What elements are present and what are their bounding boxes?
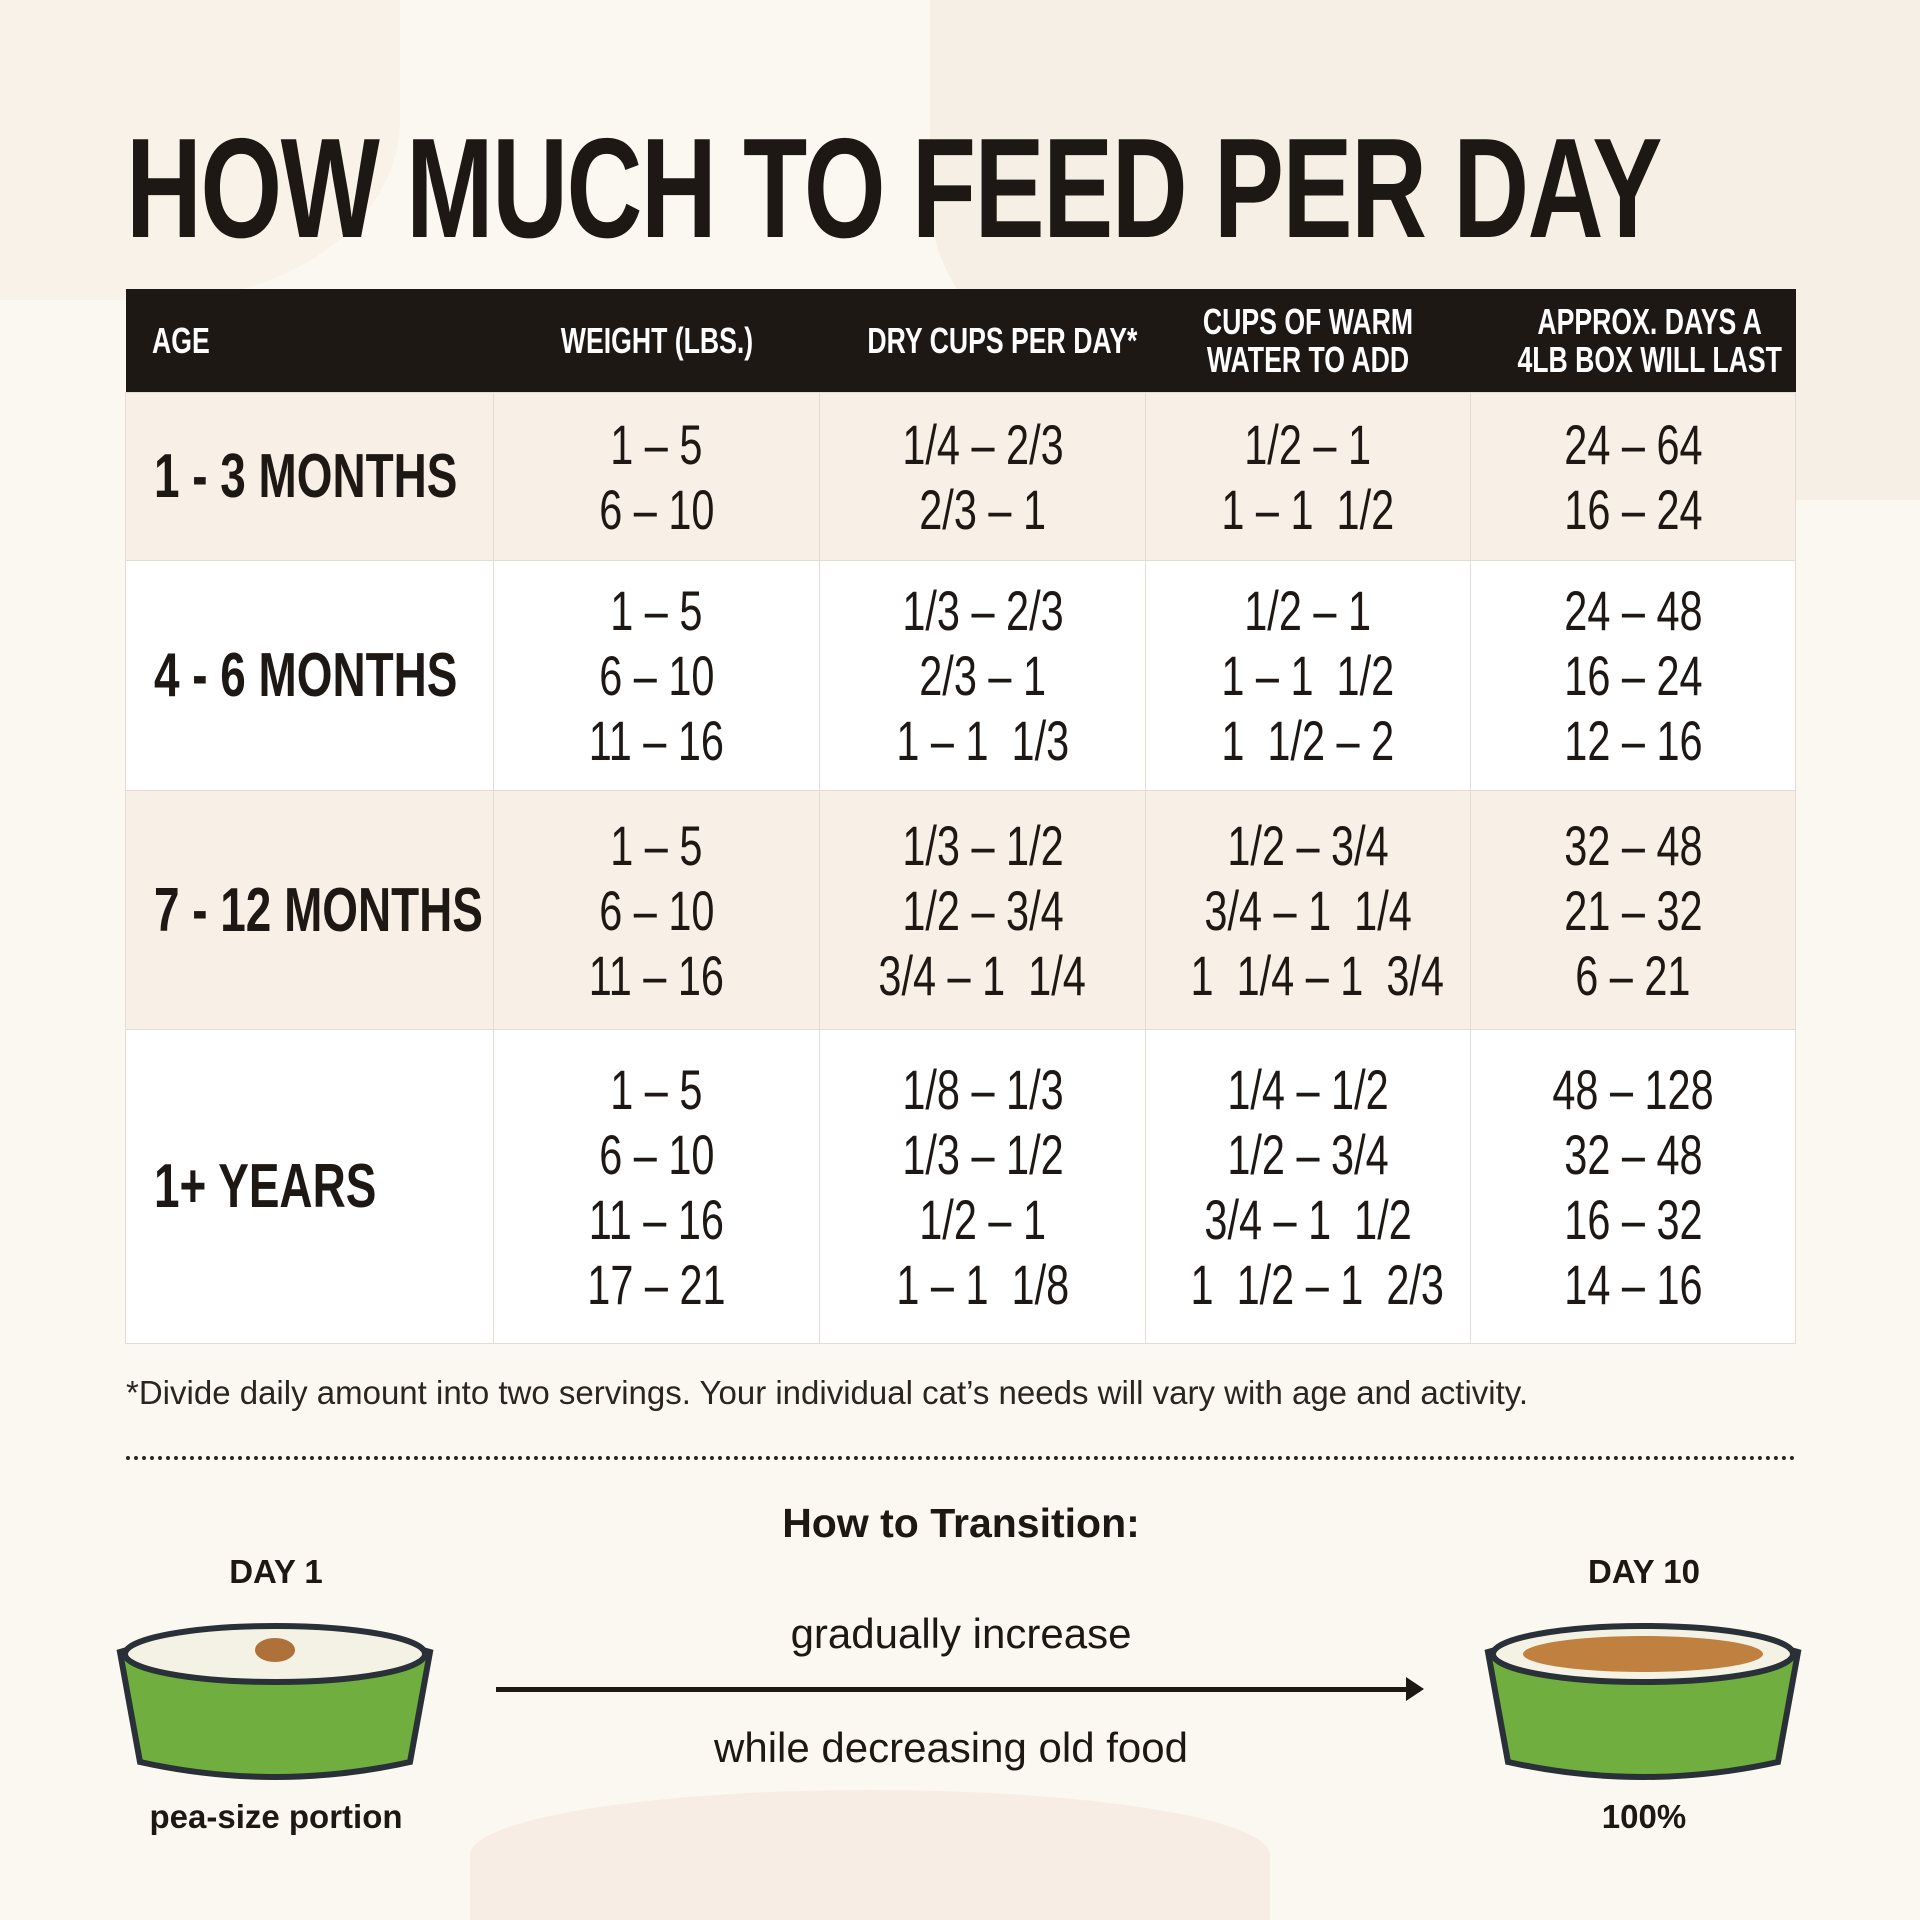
column-header-weight: WEIGHT (LBS.) bbox=[493, 289, 820, 393]
cell-value: 16 – 24 bbox=[1563, 477, 1703, 541]
gradually-increase-text: gradually increase bbox=[790, 1610, 1132, 1657]
header-line: WATER TO ADD bbox=[1206, 338, 1410, 380]
cell-value: 3/4 – 1 1/4 bbox=[1204, 878, 1412, 942]
cell-value: 1/2 – 3/4 bbox=[901, 878, 1064, 942]
cell-value: 6 – 10 bbox=[598, 878, 715, 942]
header-line: APPROX. DAYS A bbox=[1536, 300, 1762, 342]
age-cell: 1+ YEARS bbox=[125, 1029, 494, 1344]
cell-value: 1/3 – 1/2 bbox=[901, 813, 1064, 877]
header-line: CUPS OF WARM bbox=[1202, 300, 1414, 342]
cell-value: 3/4 – 1 1/4 bbox=[878, 943, 1087, 1007]
page-title: HOW MUCH TO FEED PER DAY bbox=[126, 109, 1662, 268]
column-header-days-last: APPROX. DAYS A 4LB BOX WILL LAST bbox=[1470, 289, 1796, 393]
dry-cell: 1/4 – 2/3 2/3 – 1 bbox=[819, 392, 1146, 561]
days-cell: 48 – 128 32 – 48 16 – 32 14 – 16 bbox=[1470, 1029, 1796, 1344]
cell-value: 12 – 16 bbox=[1563, 709, 1703, 772]
cell-value: 1 – 1 1/3 bbox=[896, 709, 1069, 772]
cell-value: 1 1/4 – 1 3/4 bbox=[1190, 943, 1444, 1007]
cell-value: 1/2 – 1 bbox=[1244, 412, 1372, 476]
cell-value: 6 – 10 bbox=[598, 1122, 715, 1186]
cell-value: 11 – 16 bbox=[588, 943, 725, 1007]
cell-value: 6 – 10 bbox=[598, 644, 715, 707]
cell-value: 1/3 – 2/3 bbox=[901, 579, 1064, 642]
water-cell: 1/2 – 3/4 3/4 – 1 1/4 1 1/4 – 1 3/4 bbox=[1145, 790, 1471, 1030]
days-cell: 32 – 48 21 – 32 6 – 21 bbox=[1470, 790, 1796, 1030]
cell-value: 1 – 5 bbox=[610, 579, 703, 642]
column-header-warm-water: CUPS OF WARM WATER TO ADD bbox=[1145, 289, 1471, 393]
cell-value: 24 – 64 bbox=[1563, 412, 1703, 476]
cell-value: 1 1/2 – 2 bbox=[1221, 709, 1395, 772]
column-header-dry-cups: DRY CUPS PER DAY* bbox=[819, 289, 1146, 393]
cell-value: 21 – 32 bbox=[1563, 878, 1703, 942]
cell-value: 1/2 – 1 bbox=[1244, 579, 1372, 642]
cell-value: 1/4 – 1/2 bbox=[1227, 1057, 1389, 1121]
cell-value: 1 – 1 1/2 bbox=[1221, 644, 1395, 707]
background-shape bbox=[470, 1790, 1270, 1920]
cell-value: 1/2 – 1 bbox=[919, 1187, 1046, 1251]
bowl-small-portion-icon bbox=[116, 1623, 434, 1780]
cell-value: 1/4 – 2/3 bbox=[901, 412, 1064, 476]
cell-value: 1 – 5 bbox=[610, 1057, 703, 1121]
table-header: AGE WEIGHT (LBS.) DRY CUPS PER DAY* CUPS OF… bbox=[125, 289, 1796, 393]
cell-value: 1 – 5 bbox=[610, 412, 703, 476]
cell-value: 1/2 – 3/4 bbox=[1227, 1122, 1389, 1186]
decreasing-old-food-text: while decreasing old food bbox=[714, 1724, 1188, 1771]
age-cell: 7 - 12 MONTHS bbox=[125, 790, 494, 1030]
header-line: 4LB BOX WILL LAST bbox=[1516, 338, 1782, 380]
age-cell: 1 - 3 MONTHS bbox=[125, 392, 494, 561]
cell-value: 6 – 21 bbox=[1575, 943, 1691, 1007]
cell-value: 1 – 1 1/2 bbox=[1221, 477, 1395, 541]
cell-value: 24 – 48 bbox=[1563, 579, 1703, 642]
cell-value: 1/3 – 1/2 bbox=[901, 1122, 1064, 1186]
cell-value: 6 – 10 bbox=[598, 477, 715, 541]
cell-value: 1/8 – 1/3 bbox=[901, 1057, 1064, 1121]
arrow-right-icon bbox=[496, 1677, 1424, 1701]
cell-value: 3/4 – 1 1/2 bbox=[1204, 1187, 1412, 1251]
pea-size-caption: pea-size portion bbox=[149, 1798, 403, 1835]
100-percent-caption: 100% bbox=[1601, 1798, 1687, 1835]
cell-value: 2/3 – 1 bbox=[919, 477, 1046, 541]
cell-value: 16 – 24 bbox=[1563, 644, 1703, 707]
cell-value: 32 – 48 bbox=[1563, 813, 1703, 877]
cell-value: 17 – 21 bbox=[587, 1252, 726, 1316]
cell-value: 1 – 1 1/8 bbox=[896, 1252, 1069, 1316]
column-header-age: AGE bbox=[125, 289, 494, 393]
water-cell: 1/4 – 1/2 1/2 – 3/4 3/4 – 1 1/2 1 1/2 – 1 2… bbox=[1145, 1029, 1471, 1344]
feeding-table: AGE WEIGHT (LBS.) DRY CUPS PER DAY* CUPS OF… bbox=[125, 289, 1796, 1344]
transition-heading: How to Transition: bbox=[782, 1500, 1140, 1546]
cell-value: 16 – 32 bbox=[1563, 1187, 1703, 1251]
cell-value: 48 – 128 bbox=[1552, 1057, 1714, 1121]
cell-value: 11 – 16 bbox=[588, 709, 725, 772]
days-cell: 24 – 64 16 – 24 bbox=[1470, 392, 1796, 561]
days-cell: 24 – 48 16 – 24 12 – 16 bbox=[1470, 560, 1796, 791]
cell-value: 1 – 5 bbox=[610, 813, 703, 877]
footnote: *Divide daily amount into two servings. … bbox=[126, 1374, 1529, 1411]
day-10-label: DAY 10 bbox=[1588, 1553, 1700, 1590]
cell-value: 14 – 16 bbox=[1563, 1252, 1703, 1316]
cell-value: 1 1/2 – 1 2/3 bbox=[1190, 1252, 1444, 1316]
dotted-divider bbox=[126, 1456, 1796, 1460]
day-1-label: DAY 1 bbox=[229, 1553, 323, 1590]
bowl-full-portion-icon bbox=[1484, 1623, 1802, 1780]
cell-value: 11 – 16 bbox=[588, 1187, 725, 1251]
dry-cell: 1/3 – 1/2 1/2 – 3/4 3/4 – 1 1/4 bbox=[819, 790, 1146, 1030]
cell-value: 1/2 – 3/4 bbox=[1227, 813, 1389, 877]
cell-value: 2/3 – 1 bbox=[919, 644, 1046, 707]
cell-value: 32 – 48 bbox=[1563, 1122, 1703, 1186]
age-cell: 4 - 6 MONTHS bbox=[125, 560, 494, 791]
